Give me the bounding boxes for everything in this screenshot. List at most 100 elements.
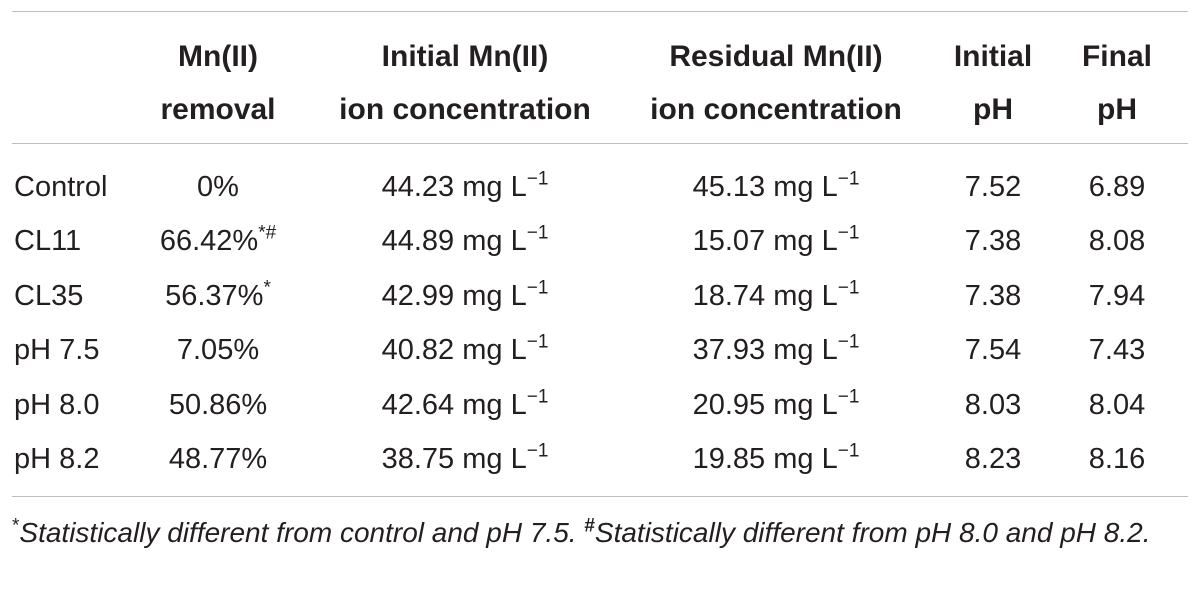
removal-value: 48.77% (168, 443, 268, 475)
residual-concentration-cell: 45.13 mg L−1 (628, 160, 924, 214)
row-label: pH 7.5 (14, 334, 100, 366)
header-initial-ph: Initial pH (938, 30, 1048, 136)
footnote-text-2: Statistically different from pH 8.0 and … (594, 517, 1151, 548)
initial-concentration-value: 38.75 (381, 443, 455, 475)
header-initial-line2: ion concentration (339, 93, 591, 126)
removal-cell: 7.05% (140, 323, 296, 377)
row-label: pH 8.0 (14, 389, 100, 421)
unit-label: mg L (773, 280, 838, 312)
residual-concentration-value: 45.13 (692, 171, 766, 203)
significance-mark: *# (258, 222, 277, 244)
header-divider-rule (12, 143, 1188, 144)
unit-label: mg L (462, 280, 527, 312)
unit-label: mg L (773, 334, 838, 366)
unit-label: mg L (773, 389, 838, 421)
unit-exponent: −1 (526, 440, 549, 462)
residual-concentration-cell: 20.95 mg L−1 (628, 378, 924, 432)
header-final-ph-line2: pH (1097, 93, 1137, 126)
row-label: pH 8.2 (14, 443, 100, 475)
final-ph-cell: 6.89 (1088, 171, 1146, 203)
table-row: Control 0% 44.23 mg L−1 45.13 mg L−1 7.52 6.8… (0, 160, 1200, 214)
row-label: CL11 (14, 225, 82, 257)
removal-cell: 66.42%*# (140, 214, 296, 268)
initial-concentration-cell: 44.23 mg L−1 (318, 160, 612, 214)
significance-mark: * (263, 277, 271, 299)
unit-label: mg L (462, 389, 527, 421)
header-final-ph: Final pH (1062, 30, 1172, 136)
final-ph-cell: 7.43 (1088, 334, 1146, 366)
unit-label: mg L (462, 171, 527, 203)
initial-ph-cell: 7.54 (964, 334, 1022, 366)
unit-exponent: −1 (837, 277, 860, 299)
residual-concentration-value: 37.93 (692, 334, 766, 366)
initial-concentration-value: 42.99 (381, 280, 455, 312)
unit-label: mg L (773, 443, 838, 475)
removal-value: 56.37% (165, 280, 264, 312)
header-residual-line1: Residual Mn(II) (669, 40, 883, 73)
removal-value: 0% (197, 171, 239, 203)
initial-concentration-value: 42.64 (381, 389, 455, 421)
residual-concentration-cell: 37.93 mg L−1 (628, 323, 924, 377)
table-row: pH 8.2 48.77% 38.75 mg L−1 19.85 mg L−1 8.23… (0, 432, 1200, 486)
unit-exponent: −1 (837, 386, 860, 408)
residual-concentration-value: 15.07 (692, 225, 766, 257)
initial-concentration-value: 40.82 (381, 334, 455, 366)
initial-concentration-value: 44.89 (381, 225, 455, 257)
table-bottom-rule (12, 496, 1188, 497)
header-initial-concentration: Initial Mn(II) ion concentration (318, 30, 612, 136)
table-row: CL35 56.37%* 42.99 mg L−1 18.74 mg L−1 7.38 7… (0, 269, 1200, 323)
unit-label: mg L (773, 225, 838, 257)
initial-concentration-cell: 44.89 mg L−1 (318, 214, 612, 268)
final-ph-cell: 8.04 (1088, 389, 1146, 421)
initial-concentration-cell: 40.82 mg L−1 (318, 323, 612, 377)
unit-exponent: −1 (526, 331, 549, 353)
header-residual-concentration: Residual Mn(II) ion concentration (628, 30, 924, 136)
initial-ph-cell: 7.38 (964, 280, 1022, 312)
table-row: pH 7.5 7.05% 40.82 mg L−1 37.93 mg L−1 7.54 7… (0, 323, 1200, 377)
removal-cell: 56.37%* (140, 269, 296, 323)
unit-exponent: −1 (837, 440, 860, 462)
unit-exponent: −1 (837, 331, 860, 353)
initial-concentration-cell: 42.99 mg L−1 (318, 269, 612, 323)
unit-exponent: −1 (526, 386, 549, 408)
removal-cell: 48.77% (140, 432, 296, 486)
unit-exponent: −1 (526, 277, 549, 299)
header-initial-line1: Initial Mn(II) (381, 40, 549, 73)
header-final-ph-line1: Final (1081, 40, 1152, 73)
residual-concentration-value: 19.85 (692, 443, 766, 475)
initial-ph-cell: 7.38 (964, 225, 1022, 257)
initial-ph-cell: 8.23 (964, 443, 1022, 475)
removal-value: 50.86% (168, 389, 268, 421)
footnote-asterisk-mark: * (12, 515, 20, 537)
initial-concentration-value: 44.23 (381, 171, 455, 203)
header-initial-ph-line1: Initial (953, 40, 1033, 73)
final-ph-cell: 7.94 (1088, 280, 1146, 312)
unit-label: mg L (462, 225, 527, 257)
header-removal-line2: removal (160, 93, 276, 126)
footnote-text-1: Statistically different from control and… (19, 517, 585, 548)
footnote-hash-mark: # (584, 515, 595, 537)
unit-exponent: −1 (526, 168, 549, 190)
initial-ph-cell: 7.52 (964, 171, 1022, 203)
row-label: Control (14, 171, 108, 203)
header-removal: Mn(II) removal (140, 30, 296, 136)
unit-label: mg L (773, 171, 838, 203)
residual-concentration-cell: 19.85 mg L−1 (628, 432, 924, 486)
unit-label: mg L (462, 334, 527, 366)
table-footnote: *Statistically different from control an… (12, 512, 1188, 553)
initial-ph-cell: 8.03 (964, 389, 1022, 421)
residual-concentration-cell: 18.74 mg L−1 (628, 269, 924, 323)
table-row: CL11 66.42%*# 44.89 mg L−1 15.07 mg L−1 7.38… (0, 214, 1200, 268)
removal-value: 7.05% (176, 334, 260, 366)
header-removal-line1: Mn(II) (178, 40, 258, 73)
removal-cell: 50.86% (140, 378, 296, 432)
table-top-rule (12, 11, 1188, 12)
residual-concentration-cell: 15.07 mg L−1 (628, 214, 924, 268)
unit-exponent: −1 (837, 222, 860, 244)
removal-value: 66.42% (159, 225, 259, 257)
residual-concentration-value: 18.74 (692, 280, 766, 312)
header-residual-line2: ion concentration (650, 93, 902, 126)
final-ph-cell: 8.16 (1088, 443, 1146, 475)
table-row: pH 8.0 50.86% 42.64 mg L−1 20.95 mg L−1 8.03… (0, 378, 1200, 432)
initial-concentration-cell: 38.75 mg L−1 (318, 432, 612, 486)
